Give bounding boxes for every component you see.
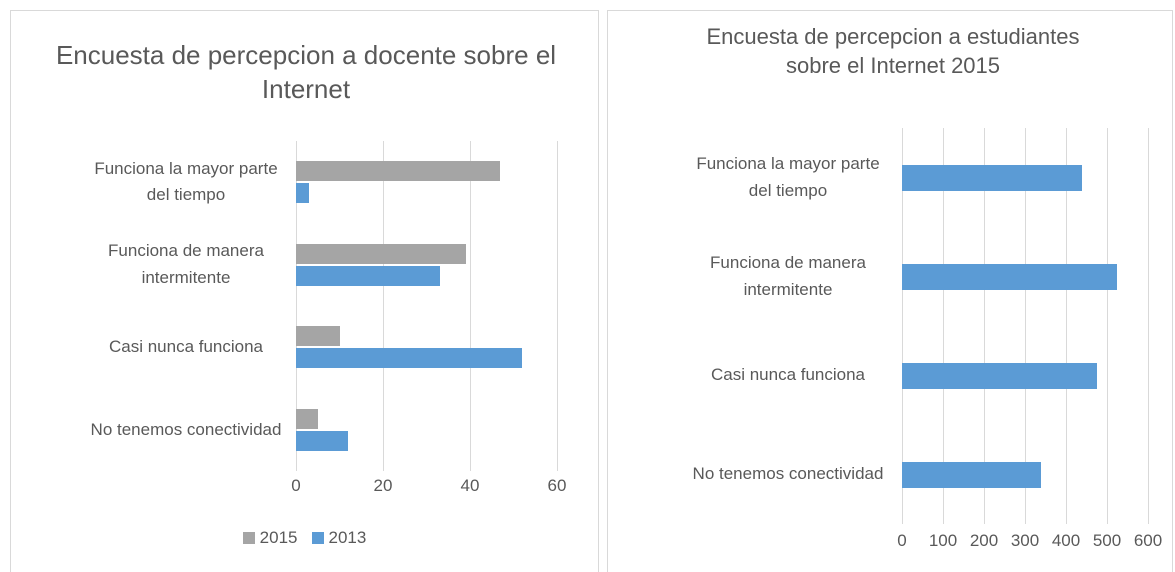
bar [296,348,523,369]
grid-line [470,141,471,471]
y-tick-label: Funciona de manera intermitente [108,241,264,287]
y-tick-label: No tenemos conectividad [90,419,282,439]
legend-swatch [242,532,255,544]
bar [902,461,1042,488]
x-tick-label: 60 [547,476,567,495]
legend: 2015 2013 [11,528,598,548]
legend-swatch [311,532,324,544]
chart-panel: Encuesta de percepcion a docente sobre e… [10,10,599,572]
grid-line [1107,128,1108,524]
grid-line [1066,128,1067,524]
y-tick-label: Funciona de manera intermitente [710,253,866,299]
y-tick-label: No tenemos conectividad [692,464,884,484]
legend-item: 2013 [311,528,367,548]
bar [902,362,1097,389]
bar [296,430,349,451]
x-tick-label: 500 [1092,531,1122,550]
bar [296,265,440,286]
chart-title: Encuesta de percepcion a docente sobre e… [55,40,557,104]
x-tick-label: 40 [460,476,480,495]
grid-line [557,141,558,471]
legend-label: 2013 [328,528,367,547]
grid-line [943,128,944,524]
grid-line [1025,128,1026,524]
grid-line [902,128,903,524]
x-tick-label: 20 [373,476,393,495]
bar [902,164,1083,191]
x-tick-label: 0 [291,476,301,495]
x-tick-label: 300 [1010,531,1040,550]
grid-line [383,141,384,471]
legend-item: 2015 [242,528,298,548]
y-tick-label: Casi nunca funciona [108,337,264,357]
bar [296,326,340,347]
grid-line [984,128,985,524]
bar [296,161,501,182]
legend-label: 2015 [259,528,298,547]
y-tick-label: Casi nunca funciona [710,365,866,385]
bar [296,183,310,204]
grid-line [1148,128,1149,524]
y-tick-label: Funciona la mayor parte del tiempo [696,154,880,200]
x-tick-label: 200 [969,531,999,550]
bar [902,263,1118,290]
x-tick-label: 600 [1133,531,1163,550]
y-tick-label: Funciona la mayor parte del tiempo [94,158,278,205]
x-tick-label: 0 [897,531,907,550]
grid-line [296,141,297,471]
x-tick-label: 400 [1051,531,1081,550]
chart-title: Encuesta de percepcion a estudiantes sob… [706,24,1080,78]
chart-panel: Encuesta de percepcion a estudiantes sob… [607,10,1173,572]
x-tick-label: 100 [928,531,958,550]
bar [296,243,466,264]
bar [296,408,318,429]
